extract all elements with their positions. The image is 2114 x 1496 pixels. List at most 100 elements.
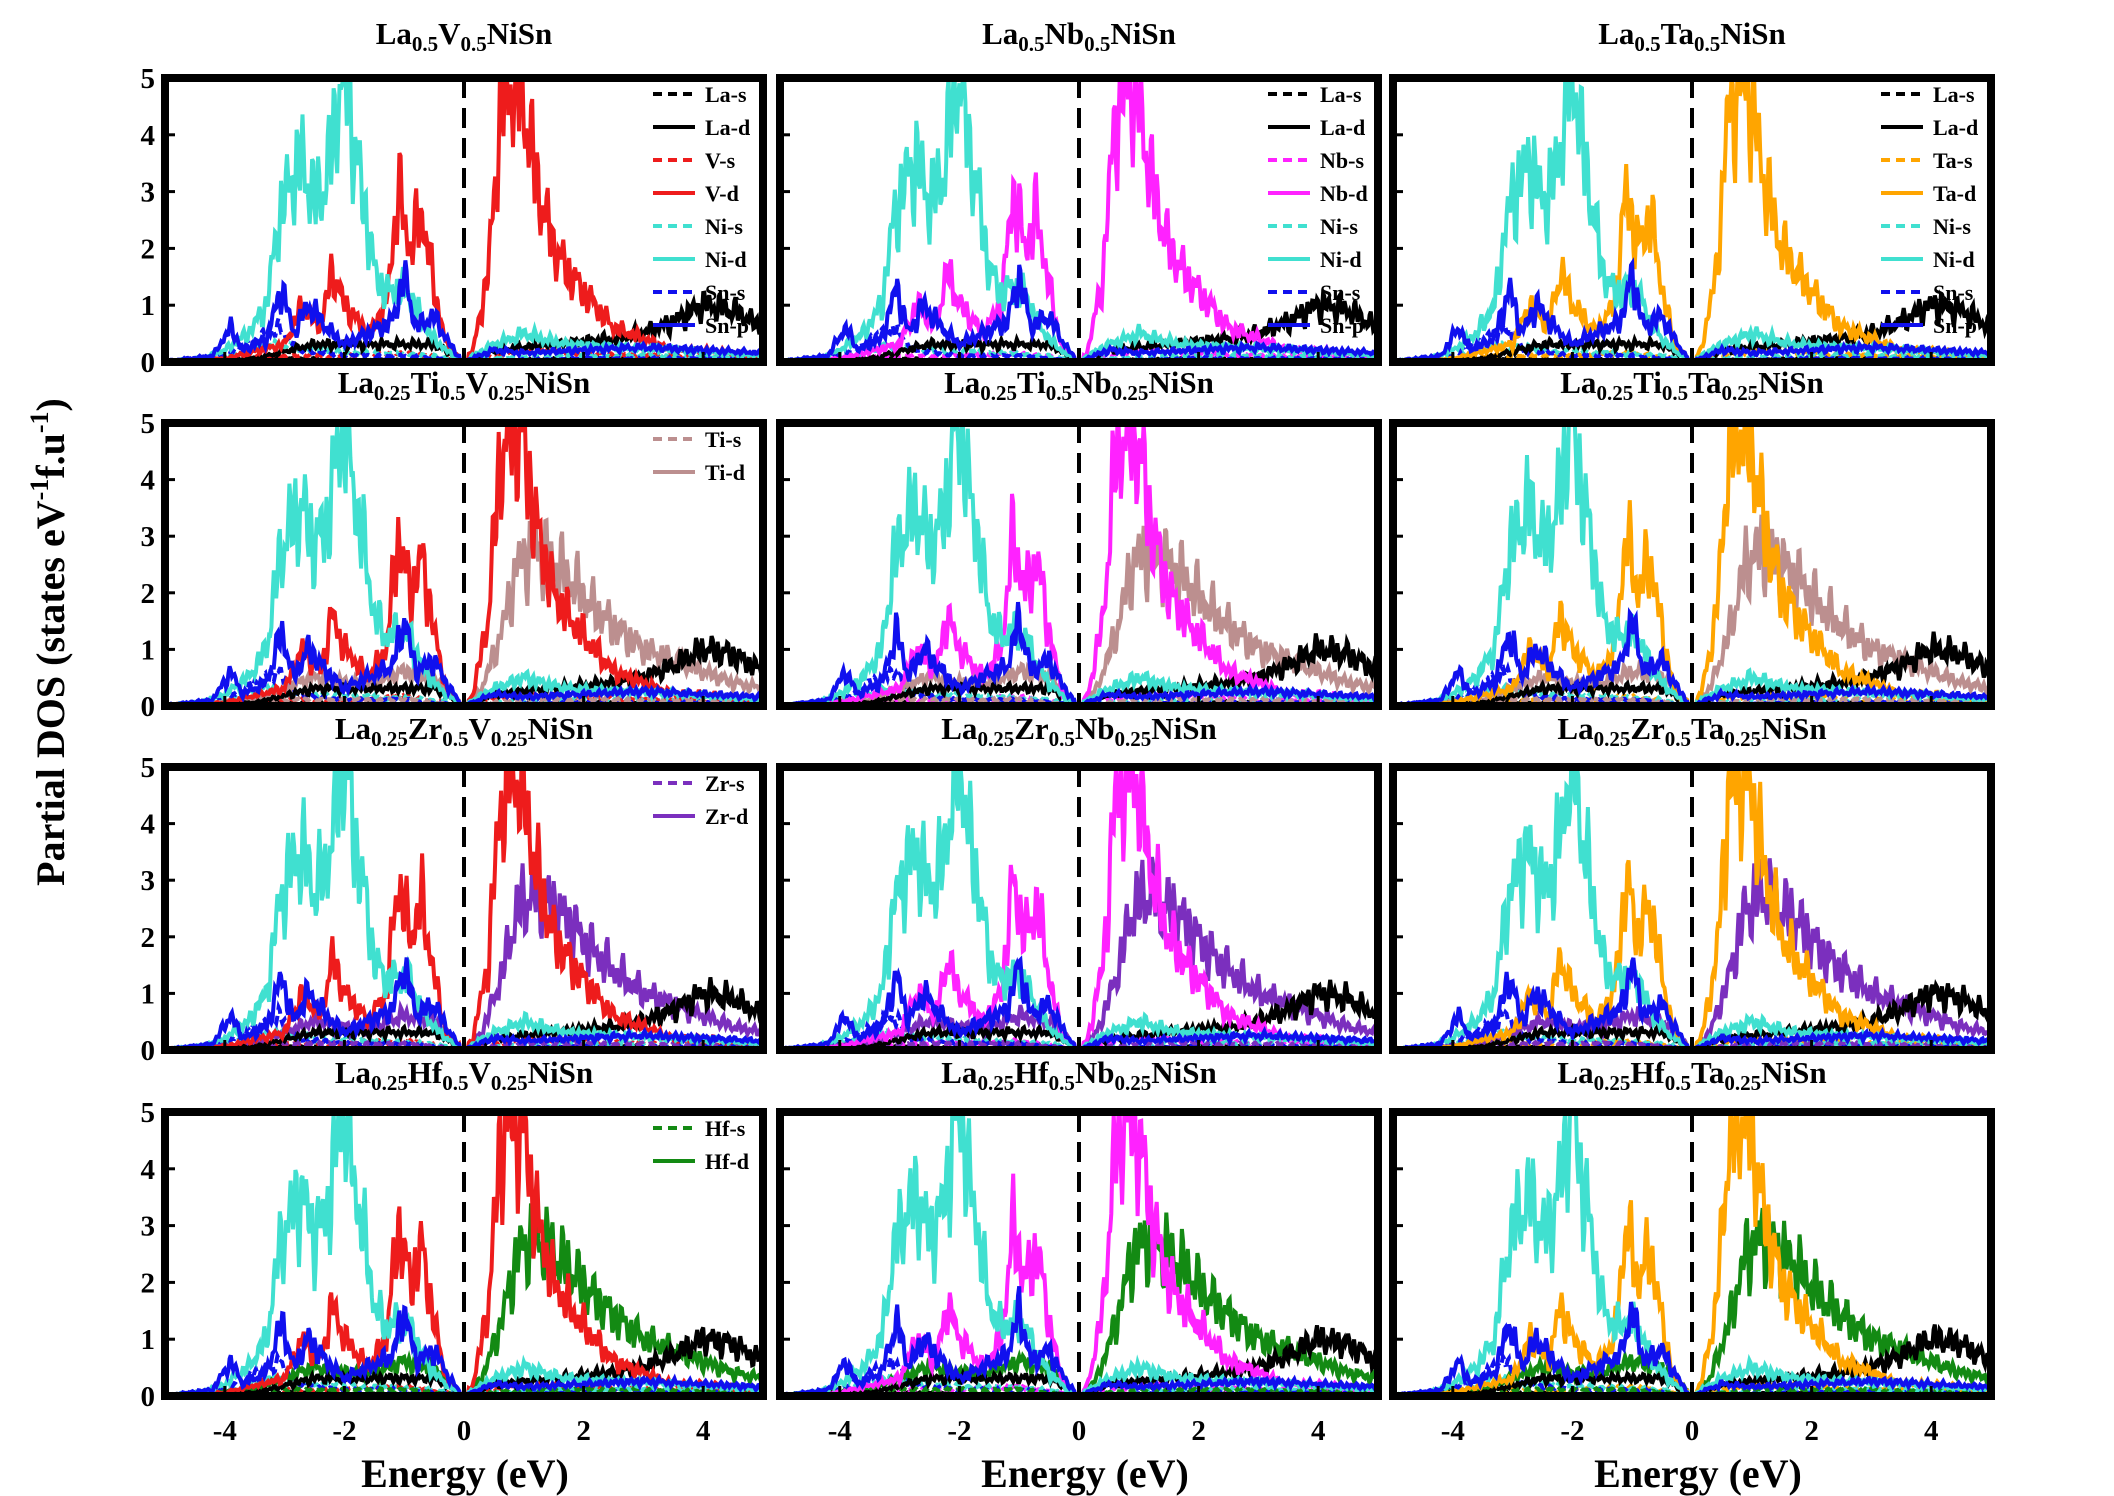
legend-label: Sn-s — [1933, 280, 1974, 305]
panel-title-text: La — [376, 16, 413, 51]
panel-title: La0.5Ta0.5NiSn — [1598, 16, 1786, 56]
panel-title-text: La — [1557, 1055, 1594, 1090]
panel-title-text: NiSn — [1720, 16, 1785, 51]
panel-title-subscript: 0.5 — [1046, 381, 1072, 405]
panel-title-text: La — [335, 1055, 372, 1090]
y-tick-label: 2 — [141, 1267, 156, 1299]
panel-title-text: NiSn — [1151, 711, 1216, 746]
series-la-d — [1393, 979, 1991, 1050]
panel-title-text: Ta — [1691, 1055, 1725, 1090]
panel-title-subscript: 0.25 — [980, 381, 1017, 405]
series-la-d — [165, 1326, 763, 1396]
panel-title-subscript: 0.25 — [371, 727, 408, 751]
y-tick-label: 3 — [141, 1211, 156, 1243]
series-x-s — [165, 1038, 763, 1050]
panel-title-subscript: 0.5 — [412, 32, 438, 56]
y-tick-label: 2 — [141, 233, 156, 265]
y-axis-label-sup1: -1 — [25, 479, 54, 501]
legend-label: Zr-s — [705, 771, 745, 796]
x-tick-label: 2 — [1191, 1415, 1206, 1447]
series-la-d — [780, 979, 1378, 1050]
series-sn-p — [165, 617, 763, 706]
series-m-d — [165, 78, 763, 362]
series-sn-p — [1393, 1301, 1991, 1396]
series-la-d — [1393, 289, 1991, 362]
panel-title-text: Ta — [1688, 365, 1722, 400]
panel-title: La0.25Ti0.5Nb0.25NiSn — [944, 365, 1214, 405]
panel-2: La0.5Nb0.5NiSnLa-sLa-dNb-sNb-dNi-sNi-dSn… — [776, 16, 1382, 366]
panel-curves — [780, 423, 1378, 706]
series-x-s — [1393, 694, 1991, 706]
panel-title-subscript: 0.25 — [1115, 727, 1152, 751]
panel-title-text: La — [944, 365, 981, 400]
y-tick-label: 0 — [141, 1381, 156, 1413]
x-tick-label: -4 — [828, 1415, 852, 1447]
y-tick-label: 3 — [141, 521, 156, 553]
panel-title-subscript: 0.5 — [1665, 1071, 1691, 1095]
series-sn-p — [165, 260, 763, 362]
y-tick-label: 4 — [141, 120, 156, 152]
x-tick-label: 0 — [1072, 1415, 1087, 1447]
series-sn-p — [1393, 257, 1991, 362]
x-tick-label: -2 — [947, 1415, 971, 1447]
series-sn-s — [1393, 1350, 1991, 1396]
legend-label: La-d — [1933, 115, 1978, 140]
panel-title-text: V — [469, 1055, 492, 1090]
x-tick-label: 2 — [1804, 1415, 1819, 1447]
legend-label: Ta-s — [1933, 148, 1973, 173]
panel-title-subscript: 0.5 — [439, 381, 465, 405]
panel-title-text: Ti — [1633, 365, 1662, 400]
panel-title-subscript: 0.5 — [1018, 32, 1044, 56]
panel-title-subscript: 0.25 — [1724, 727, 1761, 751]
panel-title: La0.5V0.5NiSn — [376, 16, 553, 56]
panel-title-text: NiSn — [1151, 1055, 1216, 1090]
panel-title-subscript: 0.25 — [374, 381, 411, 405]
series-ni-s — [1393, 337, 1991, 362]
panel-title-text: NiSn — [1761, 711, 1826, 746]
panel-title-text: Hf — [1014, 1055, 1049, 1090]
y-tick-label: 3 — [141, 865, 156, 897]
series-ni-s — [1393, 1372, 1991, 1396]
panel-title-text: Zr — [1630, 711, 1665, 746]
panel-title: La0.25Ti0.5Ta0.25NiSn — [1560, 365, 1824, 405]
series-ni-s — [165, 336, 763, 362]
series-la-d — [780, 633, 1378, 706]
panel-title-subscript: 0.5 — [1665, 727, 1691, 751]
panel-title: La0.25Ti0.5V0.25NiSn — [338, 365, 591, 405]
y-tick-label: 4 — [141, 1154, 156, 1186]
y-tick-label: 1 — [141, 290, 156, 322]
panel-title-text: NiSn — [1110, 16, 1175, 51]
panel-title: La0.25Zr0.5Ta0.25NiSn — [1557, 711, 1826, 751]
y-tick-label: 0 — [141, 347, 156, 379]
panel-title-subscript: 0.5 — [1084, 32, 1110, 56]
legend-label: Sn-s — [1320, 280, 1361, 305]
x-tick-label: 4 — [696, 1415, 711, 1447]
series-ni-d — [165, 1112, 763, 1396]
panel-title-text: Nb — [1075, 711, 1115, 746]
series-ni-d — [1393, 767, 1991, 1050]
y-tick-label: 5 — [141, 408, 156, 440]
series-sn-p — [165, 957, 763, 1050]
panel-title-subscript: 0.25 — [1594, 1071, 1631, 1095]
panel-title-subscript: 0.25 — [491, 727, 528, 751]
panel-title-text: Ta — [1691, 711, 1725, 746]
legend-label: Hf-d — [705, 1149, 749, 1174]
panel-title-subscript: 0.5 — [1662, 381, 1688, 405]
panel-title-text: Zr — [408, 711, 443, 746]
series-la-d — [165, 635, 763, 706]
series-ni-s — [780, 337, 1378, 362]
y-tick-label: 5 — [141, 63, 156, 95]
series-sn-p — [780, 264, 1378, 362]
series-sn-s — [1393, 661, 1991, 706]
panel-title-text: V — [438, 16, 461, 51]
y-axis-label-close: ) — [28, 398, 73, 411]
series-la-d — [165, 977, 763, 1050]
panel-title-subscript: 0.5 — [442, 1071, 468, 1095]
panel-title: La0.25Hf0.5V0.25NiSn — [335, 1055, 593, 1095]
legend-label: Sn-s — [705, 280, 746, 305]
x-tick-label: -4 — [213, 1415, 237, 1447]
x-tick-label: 0 — [1685, 1415, 1700, 1447]
panel-title: La0.5Nb0.5NiSn — [982, 16, 1176, 56]
panel-title-text: La — [335, 711, 372, 746]
